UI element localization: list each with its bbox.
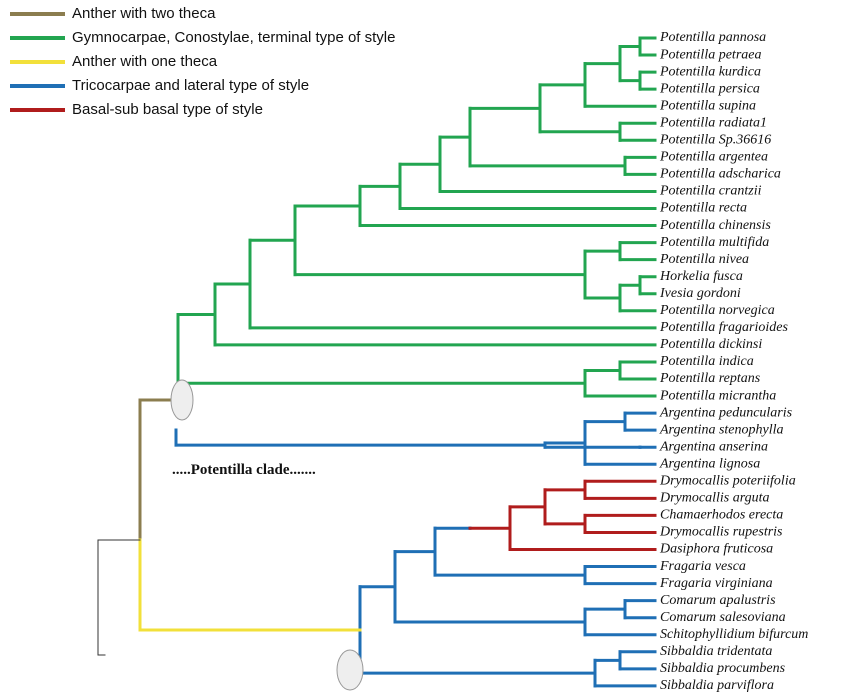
phylogeny-figure: .....Potentilla clade....... Anther with… [0,0,855,693]
taxon-label: Fragaria virginiana [659,576,773,591]
taxon-label: Potentilla multifida [659,235,769,250]
taxon-label: Potentilla fragarioides [659,320,788,335]
taxon-label: Fragaria vesca [659,559,746,574]
taxon-label: Potentilla adscharica [659,167,781,182]
taxon-label: Potentilla persica [659,81,760,96]
taxon-label: Potentilla petraea [659,47,761,62]
taxon-label: Potentilla argentea [659,150,768,165]
legend-label: Tricocarpae and lateral type of style [72,77,309,94]
taxon-label: Schitophyllidium bifurcum [660,627,808,642]
taxon-label: Potentilla radiata1 [659,115,767,130]
taxon-label: Horkelia fusca [659,269,743,284]
taxon-label: Argentina peduncularis [659,405,793,420]
taxon-label: Potentilla micrantha [659,388,776,403]
taxon-label: Comarum salesoviana [660,610,786,625]
legend-label: Basal-sub basal type of style [72,101,263,118]
taxon-label: Ivesia gordoni [659,286,741,301]
taxon-label: Drymocallis poteriifolia [659,474,796,489]
taxon-label: Potentilla indica [659,354,754,369]
taxon-label: Sibbaldia tridentata [660,644,772,659]
taxon-label: Potentilla recta [659,201,747,216]
taxon-label: Drymocallis arguta [659,491,770,506]
legend-label: Anther with two theca [72,5,216,22]
taxon-label: Argentina stenophylla [659,422,784,437]
taxon-label: Drymocallis rupestris [659,525,783,540]
taxon-label: Potentilla crantzii [659,184,762,199]
taxon-label: Argentina anserina [659,439,768,454]
taxon-label: Potentilla norvegica [659,303,775,318]
taxon-label: Comarum apalustris [660,593,776,608]
clade-label: .....Potentilla clade....... [172,462,316,478]
taxon-label: Chamaerhodos erecta [660,508,783,523]
taxon-label: Potentilla reptans [659,371,761,386]
taxon-label: Dasiphora fruticosa [659,542,773,557]
taxon-label: Potentilla nivea [659,252,749,267]
legend-label: Gymnocarpae, Conostylae, terminal type o… [72,29,395,46]
taxon-label: Potentilla Sp.36616 [659,133,771,148]
taxon-label: Argentina lignosa [659,456,760,471]
taxon-label: Sibbaldia procumbens [660,661,786,676]
taxon-label: Sibbaldia parviflora [660,678,774,693]
taxon-label: Potentilla supina [659,98,756,113]
taxon-label: Potentilla pannosa [659,30,766,45]
taxon-label: Potentilla kurdica [659,64,761,79]
legend-label: Anther with one theca [72,53,218,70]
taxon-label: Potentilla chinensis [659,218,771,233]
seed-icon [171,380,193,420]
taxon-label: Potentilla dickinsi [659,337,762,352]
seed-icon [337,650,363,690]
